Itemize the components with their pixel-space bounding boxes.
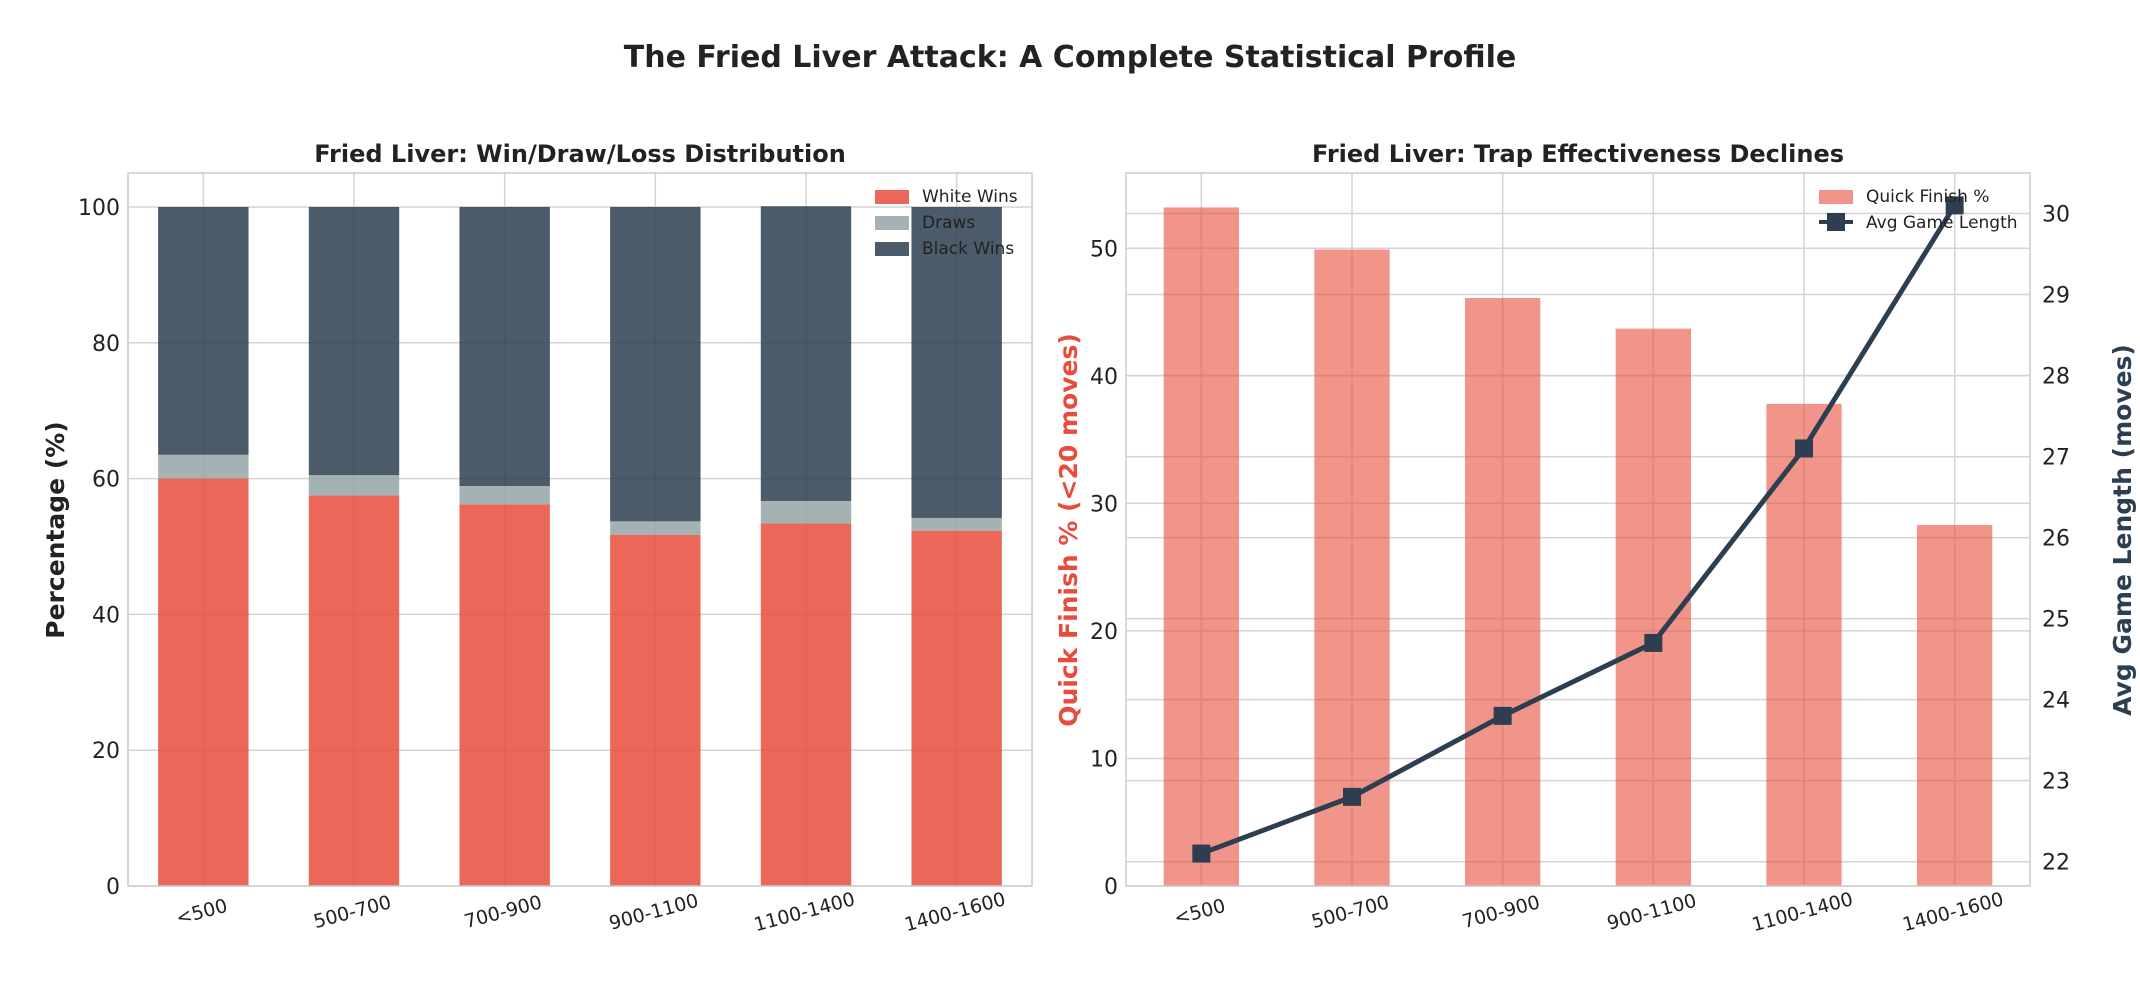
legend-marker-avg-length bbox=[1827, 213, 1845, 231]
x-tick-label: 500-700 bbox=[311, 891, 393, 933]
x-tick-label: <500 bbox=[1172, 895, 1228, 930]
legend-label-draws: Draws bbox=[922, 213, 975, 233]
y-tick-label: 20 bbox=[92, 739, 120, 764]
legend-swatch-draws bbox=[875, 216, 909, 230]
x-tick-label: <500 bbox=[174, 895, 230, 930]
y-tick-label-left: 20 bbox=[1090, 620, 1118, 645]
right-yticks-left: 0 10 20 30 40 50 bbox=[1090, 237, 1118, 900]
x-tick-label: 1100-1400 bbox=[1750, 888, 1856, 936]
line-avg-game-length bbox=[1200, 204, 1957, 856]
legend-swatch-white-wins bbox=[875, 190, 909, 204]
y-tick-label-right: 27 bbox=[2042, 446, 2070, 471]
bar-quick-finish bbox=[1163, 207, 1239, 886]
bar-white-wins bbox=[610, 534, 701, 886]
y-tick-label-right: 28 bbox=[2042, 365, 2070, 390]
bar-black-wins bbox=[911, 206, 1002, 518]
point-avg-game-length bbox=[1795, 439, 1813, 458]
y-tick-label-right: 24 bbox=[2042, 689, 2070, 714]
x-tick-label: 500-700 bbox=[1309, 891, 1391, 933]
bar-white-wins bbox=[459, 504, 550, 886]
y-tick-label: 60 bbox=[92, 468, 120, 493]
y-tick-label-right: 22 bbox=[2042, 851, 2070, 876]
point-avg-game-length bbox=[1644, 633, 1663, 652]
bar-white-wins bbox=[158, 478, 249, 886]
bar-white-wins bbox=[760, 523, 852, 886]
bar-black-wins bbox=[308, 206, 400, 476]
left-grid bbox=[128, 173, 1032, 887]
y-tick-label-left: 40 bbox=[1090, 365, 1118, 390]
bar-black-wins bbox=[760, 206, 852, 501]
left-xticks: <500 500-700 700-900 900-1100 1100-1400 1400-… bbox=[174, 888, 1008, 936]
legend-label-quick-finish: Quick Finish % bbox=[1866, 187, 1989, 207]
right-plot-frame bbox=[1125, 172, 2031, 887]
y-tick-label: 0 bbox=[106, 875, 120, 900]
x-tick-label: 700-900 bbox=[1460, 891, 1542, 933]
y-tick-label-right: 26 bbox=[2042, 527, 2070, 552]
bar-black-wins bbox=[610, 206, 701, 522]
legend-swatch-black-wins bbox=[875, 242, 909, 256]
point-avg-game-length bbox=[1493, 706, 1512, 725]
bar-quick-finish bbox=[1917, 525, 1993, 886]
bar-white-wins bbox=[911, 530, 1002, 886]
x-tick-label: 1400-1600 bbox=[1900, 888, 2006, 936]
right-legend: Quick Finish % Avg Game Length bbox=[1819, 187, 2018, 233]
y-tick-label-right: 29 bbox=[2042, 284, 2070, 309]
x-tick-label: 1100-1400 bbox=[752, 888, 858, 936]
y-tick-label-right: 25 bbox=[2042, 608, 2070, 633]
left-chart-title: Fried Liver: Win/Draw/Loss Distribution bbox=[314, 140, 846, 168]
x-tick-label: 900-1100 bbox=[1605, 890, 1699, 935]
y-tick-label: 100 bbox=[78, 196, 120, 221]
bar-white-wins bbox=[308, 495, 400, 886]
x-tick-label: 900-1100 bbox=[607, 890, 701, 935]
legend-label-white-wins: White Wins bbox=[922, 187, 1018, 207]
y-tick-label-left: 30 bbox=[1090, 492, 1118, 517]
right-left-axis-label: Quick Finish % (<20 moves) bbox=[1054, 333, 1083, 727]
legend-swatch-quick-finish bbox=[1819, 190, 1853, 204]
figure-title: The Fried Liver Attack: A Complete Stati… bbox=[624, 40, 1517, 75]
right-chart-title: Fried Liver: Trap Effectiveness Declines bbox=[1312, 140, 1844, 168]
left-legend: White Wins Draws Black Wins bbox=[875, 187, 1018, 259]
y-tick-label-right: 23 bbox=[2042, 770, 2070, 795]
left-yticks: 0 20 40 60 80 100 bbox=[78, 196, 120, 900]
y-tick-label-left: 0 bbox=[1104, 875, 1118, 900]
left-plot-frame bbox=[127, 172, 1033, 887]
right-xticks: <500 500-700 700-900 900-1100 1100-1400 1400-… bbox=[1172, 888, 2006, 936]
right-bars bbox=[1163, 207, 1993, 887]
legend-label-black-wins: Black Wins bbox=[922, 239, 1014, 259]
bar-draws bbox=[610, 521, 701, 535]
y-tick-label: 80 bbox=[92, 332, 120, 357]
bar-black-wins bbox=[459, 206, 550, 487]
left-chart: Fried Liver: Win/Draw/Loss Distribution … bbox=[41, 140, 1033, 936]
right-grid bbox=[1126, 173, 2030, 887]
right-right-axis-label: Avg Game Length (moves) bbox=[2108, 344, 2137, 716]
bar-draws bbox=[911, 517, 1002, 531]
y-tick-label-left: 50 bbox=[1090, 237, 1118, 262]
right-line bbox=[1192, 196, 1964, 863]
x-tick-label: 700-900 bbox=[462, 891, 544, 933]
bar-quick-finish bbox=[1465, 297, 1541, 887]
bar-draws bbox=[308, 475, 400, 496]
bar-draws bbox=[158, 454, 249, 479]
bar-draws bbox=[459, 486, 550, 505]
bar-black-wins bbox=[158, 206, 249, 455]
y-tick-label-right: 30 bbox=[2042, 203, 2070, 228]
bar-quick-finish bbox=[1314, 249, 1390, 886]
point-avg-game-length bbox=[1192, 844, 1211, 863]
bar-quick-finish bbox=[1766, 403, 1842, 886]
x-tick-label: 1400-1600 bbox=[902, 888, 1008, 936]
bar-draws bbox=[760, 500, 852, 524]
right-chart: Fried Liver: Trap Effectiveness Declines… bbox=[1054, 140, 2137, 936]
point-avg-game-length bbox=[1945, 196, 1964, 215]
point-avg-game-length bbox=[1343, 787, 1361, 806]
right-yticks-right: 22 23 24 25 26 27 28 29 30 bbox=[2042, 203, 2070, 876]
y-tick-label: 40 bbox=[92, 603, 120, 628]
left-bars bbox=[158, 206, 1002, 886]
y-tick-label-left: 10 bbox=[1090, 747, 1118, 772]
legend-label-avg-length: Avg Game Length bbox=[1866, 213, 2018, 233]
left-y-axis-label: Percentage (%) bbox=[41, 421, 70, 638]
